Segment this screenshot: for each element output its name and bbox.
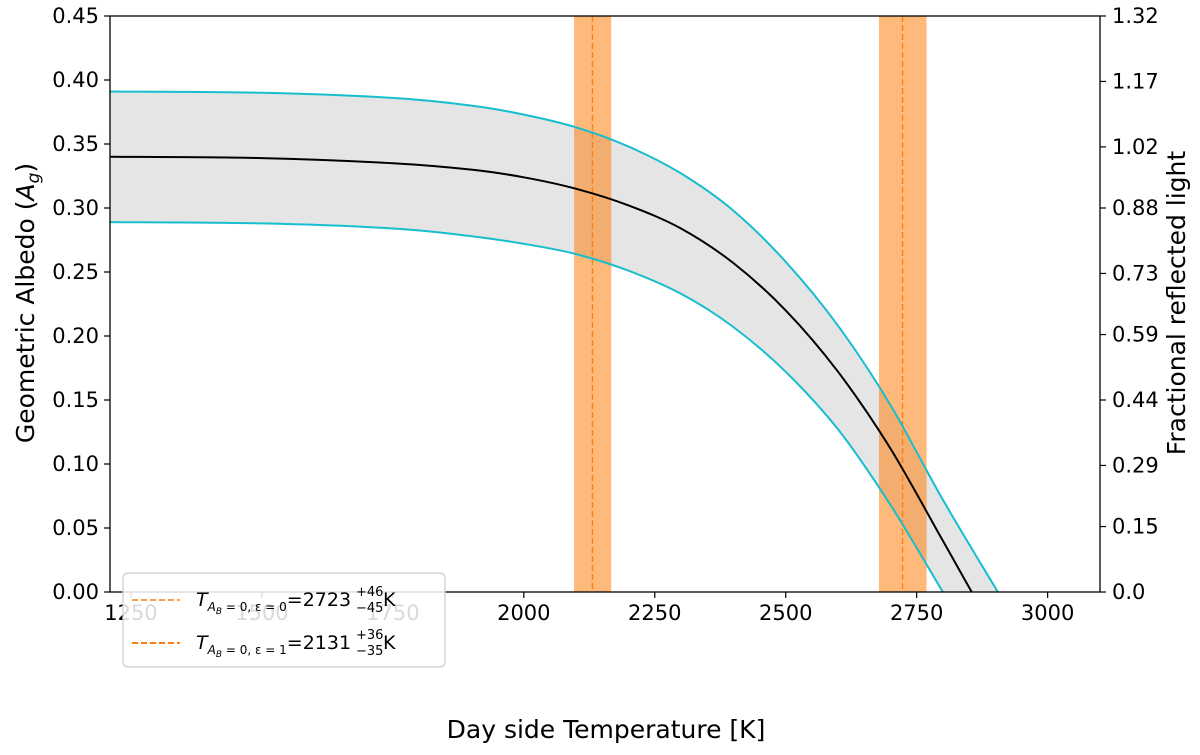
- legend-label-eps0: TAB = 0, ε = 0=2723: [196, 589, 351, 617]
- y-tick-label-9: 0.45: [52, 4, 99, 28]
- right-tick-label-4: 0.59: [1112, 323, 1159, 347]
- legend-eps0-plus: +46: [356, 585, 383, 600]
- legend-eps0-subsub: B: [216, 607, 222, 617]
- y-tick-label-1: 0.05: [52, 516, 99, 540]
- y-tick-label-4: 0.20: [52, 324, 99, 348]
- x-tick-label-6: 2750: [890, 601, 943, 625]
- legend-eps0-symbol: T: [196, 589, 209, 611]
- legend-eps0-sub: A: [207, 600, 216, 614]
- y-tick-label-8: 0.40: [52, 68, 99, 92]
- right-tick-label-8: 1.17: [1112, 69, 1159, 93]
- legend-eps1-symbol: T: [196, 632, 209, 654]
- y-tick-label-5: 0.25: [52, 260, 99, 284]
- legend-eps1-plus: +36: [356, 628, 383, 643]
- y-axis-title: Geometric Albedo (Ag): [11, 163, 44, 443]
- plot-frame: [109, 15, 1101, 593]
- legend: TAB = 0, ε = 0=2723 +46 −45 K TAB = 0, ε…: [122, 572, 446, 668]
- legend-label-eps1: TAB = 0, ε = 1=2131: [196, 632, 351, 660]
- legend-eps1-value: =2131: [287, 632, 351, 654]
- central-albedo-line: [110, 155, 973, 592]
- lower-bound-line: [110, 221, 944, 592]
- x-tick-label-5: 2500: [759, 601, 812, 625]
- legend-eps0-unit: K: [383, 589, 396, 611]
- legend-eps1-sub-rest: = 0, ε = 1: [222, 643, 287, 657]
- legend-eps0-value: =2723: [287, 589, 351, 611]
- x-tick-label-4: 2250: [628, 601, 681, 625]
- right-tick-label-9: 1.32: [1112, 4, 1159, 28]
- y-tick-label-0: 0.00: [52, 580, 99, 604]
- confidence-region: [110, 91, 998, 592]
- right-tick-label-7: 1.02: [1112, 135, 1159, 159]
- y-axis-title-close: ): [11, 163, 40, 173]
- legend-eps1-subsub: B: [216, 650, 222, 660]
- y-tick-label-3: 0.15: [52, 388, 99, 412]
- legend-eps0-minus: −45: [356, 601, 383, 616]
- right-tick-label-1: 0.15: [1112, 515, 1159, 539]
- x-tick-label-7: 3000: [1021, 601, 1074, 625]
- right-tick-label-6: 0.88: [1112, 196, 1159, 220]
- plot-content: [110, 16, 999, 592]
- plot-area: [110, 16, 999, 592]
- axes: [109, 15, 1101, 593]
- legend-eps0-sub-rest: = 0, ε = 0: [222, 600, 287, 614]
- legend-eps1-unit: K: [383, 632, 396, 654]
- upper-bound-line: [110, 90, 999, 592]
- right-tick-label-3: 0.44: [1112, 388, 1159, 412]
- right-axis-title: Fractional reflected light: [1162, 151, 1191, 456]
- legend-eps1-minus: −35: [356, 644, 383, 659]
- y-tick-label-2: 0.10: [52, 452, 99, 476]
- legend-eps1-sub: A: [207, 643, 216, 657]
- right-tick-label-0: 0.0: [1112, 580, 1145, 604]
- right-tick-label-2: 0.29: [1112, 453, 1159, 477]
- y-tick-label-6: 0.30: [52, 196, 99, 220]
- x-axis-title: Day side Temperature [K]: [447, 715, 766, 744]
- y-axis-title-symbol: A: [11, 183, 40, 202]
- y-tick-label-7: 0.35: [52, 132, 99, 156]
- legend-frame: [122, 572, 446, 668]
- x-tick-label-3: 2000: [497, 601, 550, 625]
- y-axis-title-subscript: g: [24, 172, 44, 183]
- right-tick-label-5: 0.73: [1112, 261, 1159, 285]
- y-axis-title-text: Geometric Albedo (: [11, 201, 40, 444]
